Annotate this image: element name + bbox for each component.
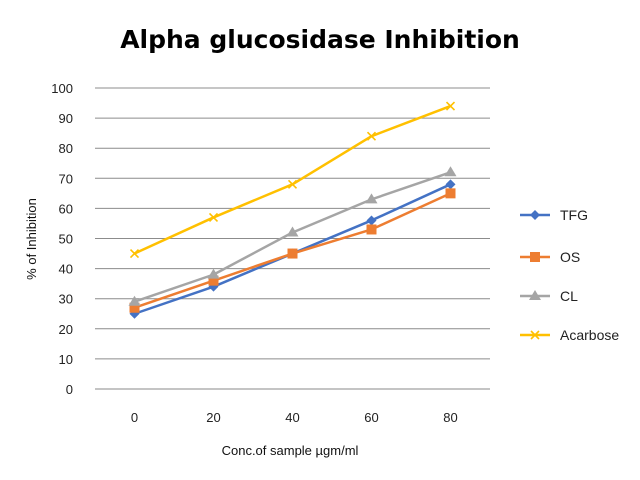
data-point-tfg [445,179,456,190]
data-point-acarbose [129,248,140,259]
x-tick-label: 60 [364,410,378,425]
legend-swatch-marker [530,330,540,340]
data-point-os [287,248,298,259]
data-point-cl [365,193,378,204]
gridlines [95,87,490,360]
data-point-tfg [366,215,377,226]
y-tick-label: 70 [59,171,73,186]
x-tick-labels: 0 20 40 60 80 [131,410,458,425]
x-tick-label: 20 [206,410,220,425]
y-axis-label: % of Inhibition [24,198,39,280]
y-tick-label: 80 [59,141,73,156]
legend-label: TFG [560,207,588,223]
series-line-cl [134,171,451,303]
legend-item-cl: CL [520,288,578,304]
y-tick-label: 100 [51,81,73,96]
y-tick-label: 90 [59,111,73,126]
legend-swatch-marker [530,210,540,220]
data-point-acarbose [208,212,219,222]
x-tick-label: 40 [285,410,299,425]
y-tick-label: 50 [59,232,73,247]
data-point-cl [286,226,299,237]
data-point-cl [128,295,141,306]
legend-swatch-marker [530,252,540,262]
series-group [128,101,457,319]
y-tick-label: 30 [59,292,73,307]
data-point-cl [444,166,457,177]
data-point-os [129,302,140,313]
legend-label: CL [560,288,578,304]
x-axis-label: Conc.of sample µgm/ml [222,443,359,458]
legend-label: OS [560,249,580,265]
legend-label: Acarbose [560,327,619,343]
series-acarbose [129,101,456,259]
y-tick-label: 20 [59,322,73,337]
data-point-os [208,275,219,286]
series-os [129,188,456,313]
legend-swatch-marker [529,290,541,300]
x-tick-label: 80 [443,410,457,425]
data-point-cl [207,268,220,279]
data-point-acarbose [445,101,456,111]
y-tick-label: 40 [59,262,73,277]
series-cl [128,166,457,306]
x-tick-label: 0 [131,410,138,425]
data-point-os [366,224,377,235]
data-point-os [445,188,456,199]
legend-item-acarbose: Acarbose [520,327,619,343]
chart-title: Alpha glucosidase Inhibition [120,25,520,54]
y-tick-labels: 0 10 20 30 40 50 60 70 80 90 100 [51,81,73,397]
legend-item-tfg: TFG [520,207,588,223]
data-point-acarbose [366,131,377,141]
data-point-acarbose [287,179,298,189]
y-tick-label: 0 [66,382,73,397]
legend-item-os: OS [520,249,580,265]
y-tick-label: 10 [59,352,73,367]
legend: TFG OS CL Acarbose [520,207,619,343]
y-tick-label: 60 [59,201,73,216]
